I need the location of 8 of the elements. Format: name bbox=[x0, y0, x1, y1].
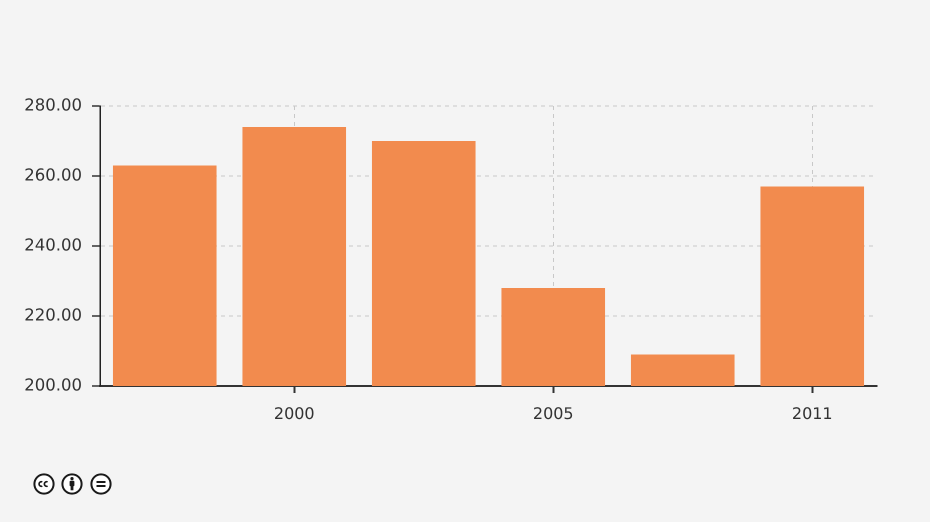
y-tick-label: 220.00 bbox=[24, 305, 82, 324]
x-tick-label: 2005 bbox=[532, 404, 574, 423]
x-tick-label: 2000 bbox=[274, 404, 315, 423]
y-tick-label: 200.00 bbox=[24, 375, 82, 394]
y-tick-label: 240.00 bbox=[24, 235, 82, 254]
y-tick-label: 260.00 bbox=[24, 165, 82, 184]
x-tick-label: 2011 bbox=[792, 404, 833, 423]
y-tick-label: 280.00 bbox=[24, 95, 82, 114]
